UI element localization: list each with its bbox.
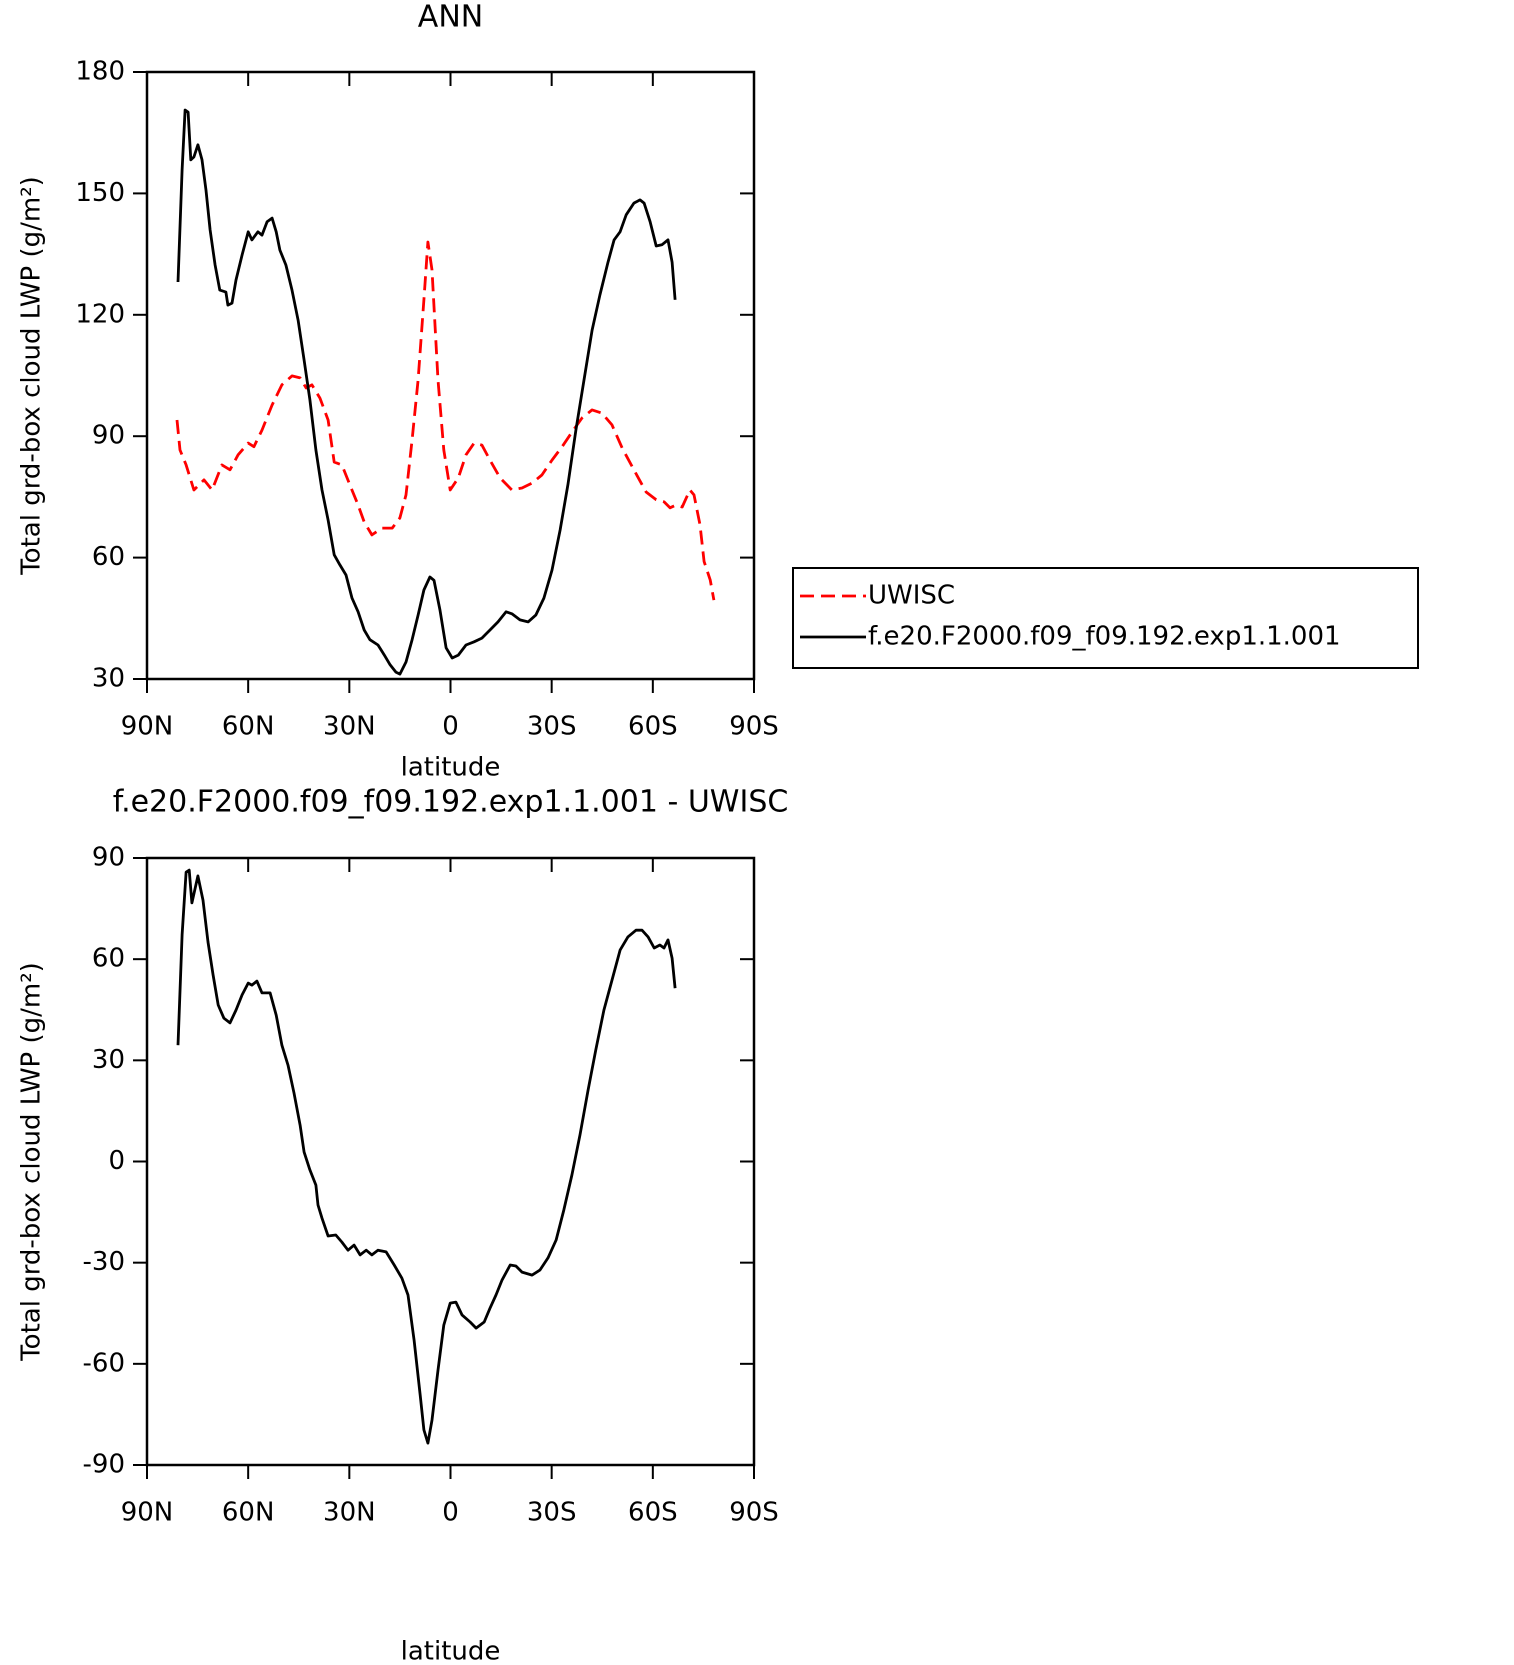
data-line: [175, 240, 716, 601]
y-tick-label: 30: [92, 664, 125, 694]
plot-frame: [145, 856, 756, 1467]
y-tick-label: 150: [75, 178, 125, 208]
y-axis-label: Total grd-box cloud LWP (g/m²): [17, 962, 47, 1362]
chart-title: f.e20.F2000.f09_f09.192.exp1.1.001 - UWI…: [113, 785, 789, 820]
legend-label: f.e20.F2000.f09_f09.192.exp1.1.001: [868, 622, 1341, 652]
y-tick-label: -60: [83, 1348, 125, 1378]
y-tick-label: 180: [75, 57, 125, 87]
legend-label: UWISC: [868, 581, 955, 611]
x-tick-label: 30S: [527, 1498, 577, 1528]
y-tick-label: 30: [92, 1045, 125, 1075]
data-line: [176, 868, 677, 1445]
y-tick-label: -30: [83, 1247, 125, 1277]
chart-title: ANN: [418, 0, 483, 35]
x-tick-label: 30S: [527, 712, 577, 742]
y-tick-label: 90: [92, 421, 125, 451]
plot-frame: [145, 70, 756, 681]
x-tick-label: 90S: [729, 712, 779, 742]
data-line: [176, 108, 677, 676]
x-axis-label: latitude: [401, 1637, 501, 1665]
y-tick-label: 90: [92, 843, 125, 873]
legend-box: [792, 567, 1419, 669]
x-tick-label: 60S: [628, 712, 678, 742]
y-tick-label: 60: [92, 542, 125, 572]
y-axis-label: Total grd-box cloud LWP (g/m²): [17, 176, 47, 576]
y-tick-label: 60: [92, 944, 125, 974]
x-tick-label: 30N: [323, 1498, 376, 1528]
x-tick-label: 90S: [729, 1498, 779, 1528]
y-tick-label: 0: [108, 1146, 125, 1176]
x-tick-label: 60S: [628, 1498, 678, 1528]
x-tick-label: 0: [442, 1498, 459, 1528]
x-tick-label: 90N: [121, 1498, 174, 1528]
x-axis-label: latitude: [401, 753, 501, 783]
y-tick-label: -90: [83, 1450, 125, 1480]
x-tick-label: 60N: [222, 712, 275, 742]
x-tick-label: 90N: [121, 712, 174, 742]
y-tick-label: 120: [75, 299, 125, 329]
x-tick-label: 0: [442, 712, 459, 742]
x-tick-label: 30N: [323, 712, 376, 742]
x-tick-label: 60N: [222, 1498, 275, 1528]
